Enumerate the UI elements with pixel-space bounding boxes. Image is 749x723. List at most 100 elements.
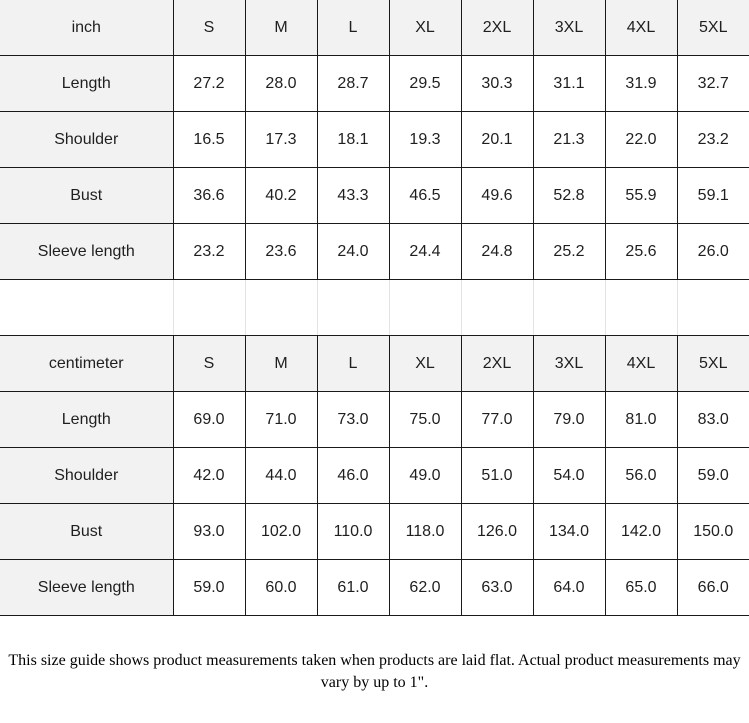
measurement-value-cell: 71.0 <box>244 391 318 448</box>
measurement-value-cell: 24.4 <box>388 223 462 280</box>
table-gap-cell <box>604 279 678 336</box>
measurement-value-cell: 77.0 <box>460 391 534 448</box>
size-header-cell: 2XL <box>460 0 534 56</box>
measurement-value-cell: 22.0 <box>604 111 678 168</box>
measurement-row: Bust 36.6 40.2 43.3 46.5 49.6 52.8 55.9 59.1 <box>0 167 749 224</box>
measurement-row: Sleeve length 23.2 23.6 24.0 24.4 24.8 25.2 25.… <box>0 223 749 280</box>
size-header-cell: L <box>316 335 390 392</box>
measurement-value-cell: 31.1 <box>532 55 606 112</box>
measurement-label-cell: Bust <box>0 167 174 224</box>
measurement-value-cell: 60.0 <box>244 559 318 616</box>
size-header-cell: 5XL <box>676 335 749 392</box>
size-header-row: inch S M L XL 2XL 3XL 4XL 5XL <box>0 0 749 56</box>
measurement-value-cell: 46.5 <box>388 167 462 224</box>
measurement-value-cell: 81.0 <box>604 391 678 448</box>
measurement-value-cell: 75.0 <box>388 391 462 448</box>
measurement-value-cell: 54.0 <box>532 447 606 504</box>
measurement-value-cell: 49.6 <box>460 167 534 224</box>
measurement-value-cell: 43.3 <box>316 167 390 224</box>
measurement-row: Shoulder 16.5 17.3 18.1 19.3 20.1 21.3 22.0 23.2 <box>0 111 749 168</box>
size-header-cell: 3XL <box>532 0 606 56</box>
measurement-value-cell: 21.3 <box>532 111 606 168</box>
measurement-value-cell: 23.2 <box>172 223 246 280</box>
size-guide-page: inch S M L XL 2XL 3XL 4XL 5XL Length 27.2 28.0 28.7 2… <box>0 0 749 691</box>
measurement-value-cell: 20.1 <box>460 111 534 168</box>
measurement-row: Shoulder 42.0 44.0 46.0 49.0 51.0 54.0 56.0 59.0 <box>0 447 749 504</box>
measurement-value-cell: 23.2 <box>676 111 749 168</box>
measurement-value-cell: 29.5 <box>388 55 462 112</box>
measurement-label-cell: Bust <box>0 503 174 560</box>
table-gap-cell <box>172 279 246 336</box>
measurement-row: Length 27.2 28.0 28.7 29.5 30.3 31.1 31.9 32.7 <box>0 55 749 112</box>
size-header-cell: 4XL <box>604 0 678 56</box>
measurement-value-cell: 55.9 <box>604 167 678 224</box>
size-header-cell: L <box>316 0 390 56</box>
measurement-value-cell: 150.0 <box>676 503 749 560</box>
measurement-value-cell: 25.2 <box>532 223 606 280</box>
table-gap-cell <box>532 279 606 336</box>
size-header-cell: M <box>244 335 318 392</box>
measurement-value-cell: 65.0 <box>604 559 678 616</box>
size-header-cell: 3XL <box>532 335 606 392</box>
measurement-value-cell: 28.7 <box>316 55 390 112</box>
measurement-value-cell: 110.0 <box>316 503 390 560</box>
table-gap-cell <box>676 279 749 336</box>
measurement-value-cell: 42.0 <box>172 447 246 504</box>
measurement-value-cell: 62.0 <box>388 559 462 616</box>
measurement-value-cell: 79.0 <box>532 391 606 448</box>
size-table-body: inch S M L XL 2XL 3XL 4XL 5XL Length 27.2 28.0 28.7 2… <box>0 0 749 616</box>
measurement-value-cell: 44.0 <box>244 447 318 504</box>
size-header-cell: S <box>172 335 246 392</box>
measurement-label-cell: Sleeve length <box>0 223 174 280</box>
measurement-label-cell: Length <box>0 391 174 448</box>
measurement-value-cell: 31.9 <box>604 55 678 112</box>
table-gap-cell <box>0 279 174 336</box>
unit-header-cell: inch <box>0 0 174 56</box>
measurement-value-cell: 24.0 <box>316 223 390 280</box>
measurement-row: Length 69.0 71.0 73.0 75.0 77.0 79.0 81.0 83.0 <box>0 391 749 448</box>
measurement-value-cell: 28.0 <box>244 55 318 112</box>
measurement-value-cell: 18.1 <box>316 111 390 168</box>
measurement-value-cell: 59.1 <box>676 167 749 224</box>
measurement-value-cell: 40.2 <box>244 167 318 224</box>
measurement-value-cell: 30.3 <box>460 55 534 112</box>
measurement-value-cell: 49.0 <box>388 447 462 504</box>
table-gap-cell <box>460 279 534 336</box>
measurement-value-cell: 32.7 <box>676 55 749 112</box>
measurement-value-cell: 118.0 <box>388 503 462 560</box>
size-header-cell: XL <box>388 0 462 56</box>
measurement-value-cell: 25.6 <box>604 223 678 280</box>
measurement-value-cell: 46.0 <box>316 447 390 504</box>
size-header-cell: 4XL <box>604 335 678 392</box>
measurement-label-cell: Shoulder <box>0 111 174 168</box>
measurement-value-cell: 27.2 <box>172 55 246 112</box>
measurement-label-cell: Sleeve length <box>0 559 174 616</box>
measurement-label-cell: Length <box>0 55 174 112</box>
measurement-value-cell: 59.0 <box>172 559 246 616</box>
measurement-value-cell: 16.5 <box>172 111 246 168</box>
measurement-row: Sleeve length 59.0 60.0 61.0 62.0 63.0 64.0 65.… <box>0 559 749 616</box>
measurement-value-cell: 69.0 <box>172 391 246 448</box>
measurement-value-cell: 51.0 <box>460 447 534 504</box>
measurement-value-cell: 63.0 <box>460 559 534 616</box>
size-guide-table: inch S M L XL 2XL 3XL 4XL 5XL Length 27.2 28.0 28.7 2… <box>0 0 749 616</box>
size-header-cell: 5XL <box>676 0 749 56</box>
measurement-value-cell: 36.6 <box>172 167 246 224</box>
measurement-value-cell: 17.3 <box>244 111 318 168</box>
table-gap-row <box>0 279 749 336</box>
measurement-value-cell: 61.0 <box>316 559 390 616</box>
measurement-value-cell: 126.0 <box>460 503 534 560</box>
measurement-value-cell: 26.0 <box>676 223 749 280</box>
measurement-value-cell: 66.0 <box>676 559 749 616</box>
measurement-value-cell: 93.0 <box>172 503 246 560</box>
measurement-row: Bust 93.0 102.0 110.0 118.0 126.0 134.0 142.0 15… <box>0 503 749 560</box>
measurement-value-cell: 56.0 <box>604 447 678 504</box>
unit-header-cell: centimeter <box>0 335 174 392</box>
measurement-value-cell: 24.8 <box>460 223 534 280</box>
measurement-value-cell: 64.0 <box>532 559 606 616</box>
measurement-value-cell: 134.0 <box>532 503 606 560</box>
measurement-value-cell: 19.3 <box>388 111 462 168</box>
size-header-cell: 2XL <box>460 335 534 392</box>
measurement-value-cell: 52.8 <box>532 167 606 224</box>
size-header-cell: M <box>244 0 318 56</box>
